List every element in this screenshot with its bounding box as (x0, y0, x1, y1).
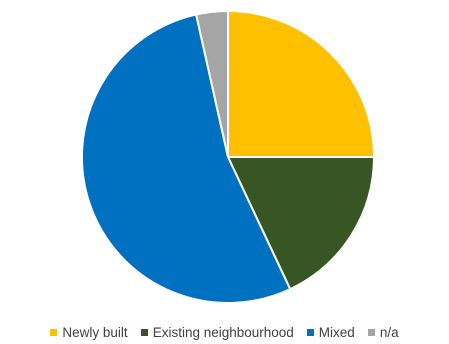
legend-swatch-mixed (306, 328, 314, 336)
pie-slice-existing-neighbourhood (227, 156, 375, 291)
legend-swatch-n-a (367, 328, 375, 336)
legend-item-newly-built: Newly built (50, 324, 128, 340)
legend-item-existing-neighbourhood: Existing neighbourhood (140, 324, 294, 340)
legend-item-n-a: n/a (367, 324, 399, 340)
legend-label-n-a: n/a (379, 324, 399, 340)
legend-swatch-newly-built (50, 328, 58, 336)
pie-slice-n-a (195, 10, 229, 158)
legend-label-mixed: Mixed (318, 324, 355, 340)
legend-item-mixed: Mixed (306, 324, 355, 340)
legend-label-existing-neighbourhood: Existing neighbourhood (152, 324, 294, 340)
pie-slice-newly-built (227, 10, 375, 158)
pie-slice-mixed (80, 13, 292, 304)
legend-label-newly-built: Newly built (62, 324, 128, 340)
pie-plot (80, 10, 375, 304)
legend: Newly built Existing neighbourhood Mixed n/… (0, 322, 449, 342)
legend-swatch-existing-neighbourhood (140, 328, 148, 336)
